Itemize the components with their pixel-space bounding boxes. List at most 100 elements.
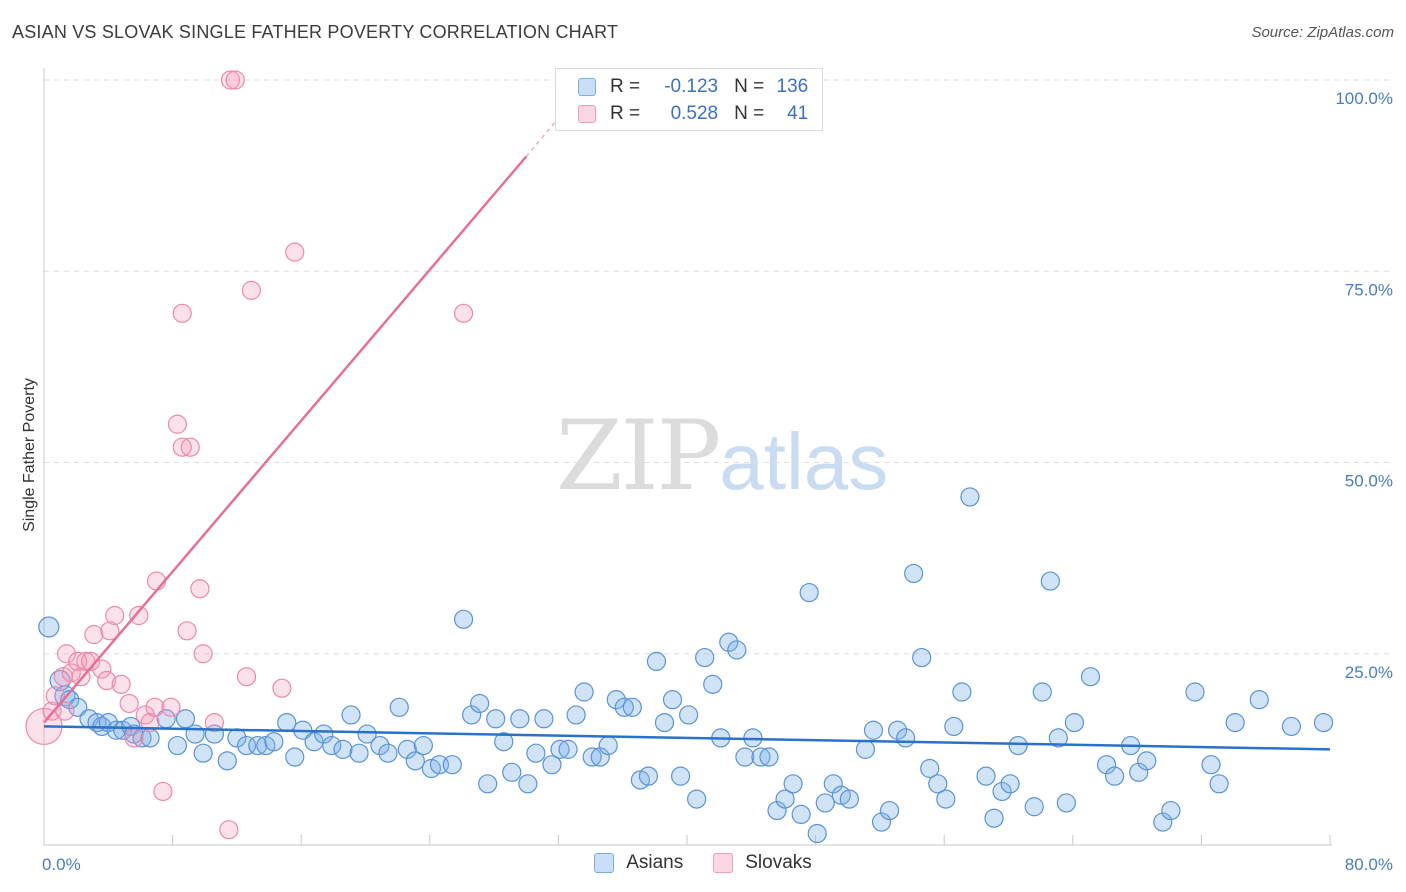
slovak-point [45, 686, 65, 706]
asian-point [413, 735, 433, 756]
asian-point [662, 690, 683, 710]
asian-point [1161, 800, 1181, 821]
asian-point [590, 747, 610, 767]
asian-point [175, 709, 196, 729]
series-legend: Asians Slovaks [0, 852, 1406, 874]
asian-point [920, 758, 940, 779]
asian-point [1000, 774, 1020, 794]
slovak-point [236, 667, 257, 687]
asian-point [735, 747, 755, 767]
asian-point [598, 735, 618, 756]
asian-point [679, 705, 699, 725]
asian-point [1024, 797, 1044, 817]
asian-point [767, 800, 787, 821]
asian-point [815, 793, 835, 813]
slovaks-n-value: 41 [787, 103, 809, 124]
y-tick-label: 100.0% [1335, 89, 1393, 108]
slovak-point [167, 414, 188, 434]
asian-point [314, 724, 334, 744]
asian-point [952, 682, 972, 702]
slovak-point [204, 712, 224, 733]
asian-point [887, 720, 908, 740]
asian-point [1008, 735, 1028, 756]
asians-legend-swatch [594, 853, 615, 873]
asian-point [478, 774, 498, 794]
asian-point [1064, 712, 1085, 733]
y-axis-label: Single Father Poverty [21, 378, 38, 532]
watermark: ZIPatlas [556, 400, 888, 512]
slovak-point [119, 693, 139, 714]
slovaks-legend-label: Slovaks [745, 852, 812, 873]
asian-point [622, 697, 642, 717]
asians-legend-label: Asians [626, 852, 684, 873]
slovak-point [220, 70, 241, 90]
asian-point [1096, 755, 1117, 775]
asian-point [349, 743, 369, 763]
asian-point [1209, 774, 1229, 794]
asian-point [606, 690, 626, 710]
asian-point [654, 712, 675, 733]
correlation-legend: R = -0.123 N = 136 R = 0.528 N = 41 [555, 68, 823, 131]
asian-point [871, 812, 892, 832]
asian-point [370, 735, 390, 756]
slovak-point [55, 701, 75, 721]
asian-point [936, 789, 956, 809]
asian-point [960, 487, 980, 507]
asian-point [389, 697, 409, 717]
asian-point [775, 789, 795, 809]
asian-point [1129, 762, 1149, 782]
asian-point [1313, 712, 1334, 733]
slovak-points [25, 70, 474, 840]
asian-point [1056, 793, 1076, 813]
asian-point [928, 774, 948, 794]
legend-row-asians: R = -0.123 N = 136 [578, 75, 808, 99]
asian-point [614, 697, 634, 717]
asians-n-label: N = [734, 76, 765, 97]
slovak-point [129, 605, 149, 626]
asian-point [574, 682, 594, 702]
asian-trend-line [43, 725, 1331, 751]
slovaks-n-label: N = [734, 103, 765, 124]
asian-point [248, 735, 268, 756]
asian-point [976, 766, 996, 786]
slovak-point [272, 678, 292, 698]
asian-point [461, 705, 482, 725]
asian-point [442, 755, 462, 775]
asian-point [341, 705, 361, 725]
asian-point [1185, 682, 1205, 702]
asian-point [322, 735, 342, 756]
slovak-point [111, 674, 131, 694]
asian-point [333, 739, 353, 759]
asian-point [526, 743, 546, 763]
asian-point [405, 751, 425, 771]
asians-n-value: 136 [776, 76, 809, 97]
asian-point [1040, 571, 1060, 591]
asian-point [839, 789, 859, 809]
slovak-point [161, 697, 181, 717]
asian-point [470, 693, 490, 714]
slovak-point [100, 621, 120, 641]
slovak-trend-extension [525, 117, 559, 157]
watermark-atlas: atlas [719, 417, 889, 506]
asian-point [783, 774, 803, 794]
asian-point [1032, 682, 1052, 702]
y-tick-label: 50.0% [1345, 472, 1393, 491]
asian-point [566, 705, 586, 725]
watermark-zip: ZIP [556, 400, 721, 512]
asian-point [558, 739, 578, 759]
asian-point [1048, 728, 1068, 748]
slovak-point [81, 651, 101, 672]
slovak-point [172, 303, 192, 323]
asian-point [1281, 716, 1302, 737]
asian-point [863, 720, 884, 740]
slovak-point [180, 437, 200, 457]
slovak-point [92, 659, 112, 679]
asian-point [542, 755, 562, 775]
slovaks-swatch [578, 105, 596, 123]
asian-point [791, 804, 811, 825]
asian-point [703, 674, 723, 694]
asian-point [807, 823, 827, 844]
asian-point [944, 716, 964, 737]
slovak-point [193, 644, 213, 664]
